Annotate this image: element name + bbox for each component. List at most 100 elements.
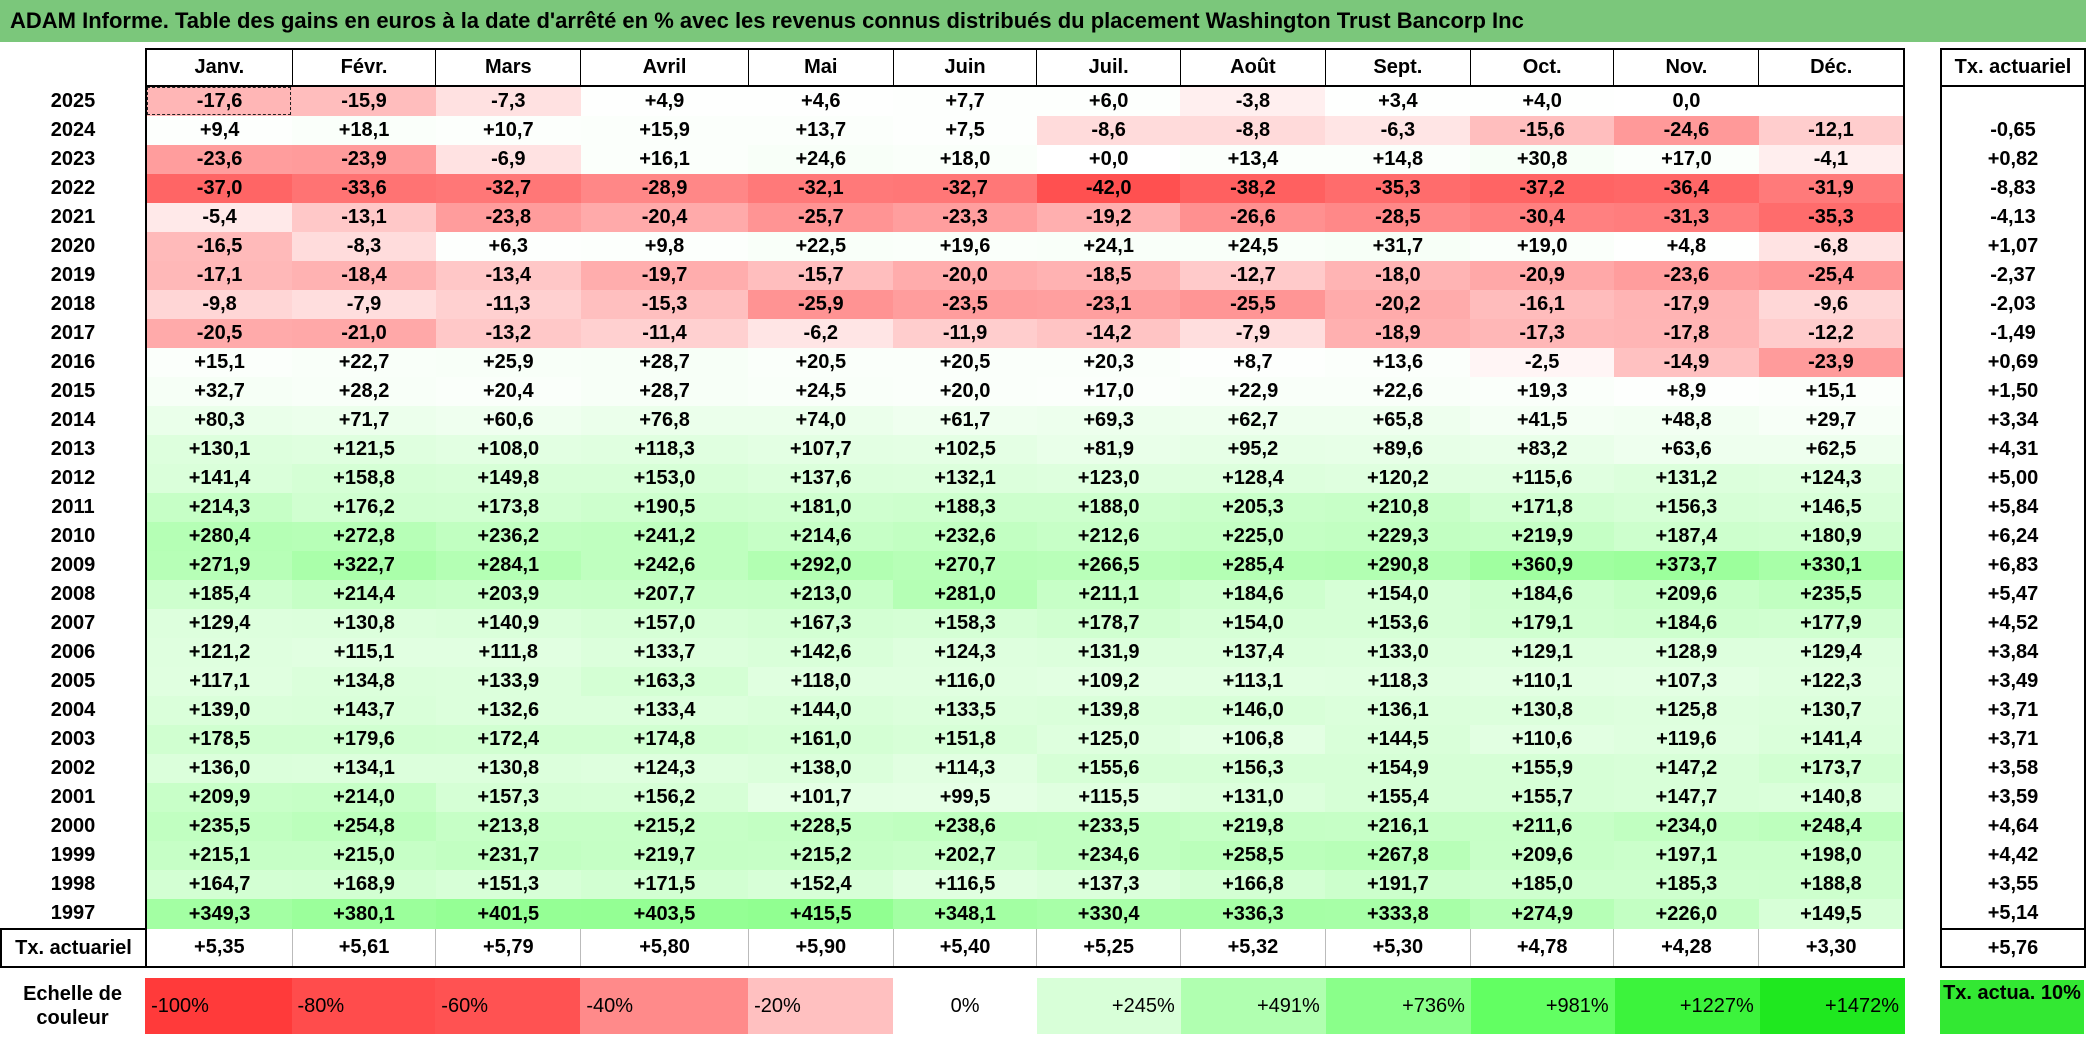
gain-cell: +101,7 [748, 783, 894, 812]
gain-cell: +109,2 [1036, 667, 1181, 696]
year-header-corner [1, 49, 146, 86]
gain-cell: +151,8 [893, 725, 1037, 754]
gain-cell: +137,6 [748, 464, 894, 493]
gain-cell: +132,6 [435, 696, 581, 725]
gain-cell: +336,3 [1180, 899, 1326, 929]
actuarial-rate-cell: +5,84 [1940, 493, 2086, 522]
gain-cell: +134,1 [292, 754, 436, 783]
gain-cell: +74,0 [748, 406, 894, 435]
gain-cell: +209,6 [1470, 841, 1614, 870]
gain-cell: +373,7 [1613, 551, 1759, 580]
year-label: 2002 [50, 757, 96, 779]
color-scale-swatch: +736% [1325, 978, 1471, 1034]
gain-cell: +118,0 [748, 667, 894, 696]
table-row: 2010 +280,4 +272,8 +236,2 +241,2 +214,6 +232,6… [1, 522, 1906, 551]
summary-row: Tx. actuariel +5,35 +5,61 +5,79 +5,80 +5,90 +5… [0, 928, 1906, 968]
table-row: 2009 +271,9 +322,7 +284,1 +242,6 +292,0 +270,7… [1, 551, 1906, 580]
gain-cell: +188,3 [893, 493, 1037, 522]
gain-cell: +28,2 [292, 377, 436, 406]
actuarial-row: +3,59 [1940, 783, 2086, 812]
gain-cell: +124,3 [1758, 464, 1906, 493]
gain-cell: +128,9 [1613, 638, 1759, 667]
gain-cell: +22,7 [292, 348, 436, 377]
gain-cell: +267,8 [1325, 841, 1471, 870]
actuarial-rate-cell: +6,24 [1940, 522, 2086, 551]
gain-cell: +115,6 [1470, 464, 1614, 493]
gain-cell: -5,4 [144, 203, 293, 232]
gain-cell: -9,6 [1758, 290, 1906, 319]
actuarial-row: +4,31 [1940, 435, 2086, 464]
gain-cell: -28,5 [1325, 203, 1471, 232]
gain-cell: +20,3 [1036, 348, 1181, 377]
gain-cell: +22,5 [748, 232, 894, 261]
color-scale-swatch: +491% [1180, 978, 1326, 1034]
gain-cell: +235,5 [144, 812, 293, 841]
gain-cell: +7,7 [893, 86, 1037, 116]
gain-cell: +236,2 [435, 522, 581, 551]
gain-cell: +158,8 [292, 464, 436, 493]
actuarial-rate-cell: +3,71 [1940, 725, 2086, 754]
gain-cell: +213,8 [435, 812, 581, 841]
gain-cell: +119,6 [1613, 725, 1759, 754]
gain-cell: +118,3 [1325, 667, 1471, 696]
gain-cell: -13,4 [435, 261, 581, 290]
year-label: 2025 [50, 89, 96, 112]
gain-cell: +149,8 [435, 464, 581, 493]
table-row: 2024 +9,4 +18,1 +10,7 +15,9 +13,7 +7,5 -8,6 -8,8… [1, 116, 1906, 145]
summary-rate-cell: +5,25 [1036, 929, 1181, 968]
gain-cell: +136,0 [144, 754, 293, 783]
actuarial-rate-cell: +3,84 [1940, 638, 2086, 667]
gain-cell: +248,4 [1758, 812, 1906, 841]
color-scale-swatch: -40% [580, 978, 749, 1034]
actuarial-row: -8,83 [1940, 174, 2086, 203]
year-label: 1998 [50, 873, 96, 895]
month-header: Août [1179, 48, 1326, 87]
gain-cell: +167,3 [748, 609, 894, 638]
gain-cell: -25,7 [748, 203, 894, 232]
actuarial-rate-cell: -1,49 [1940, 319, 2086, 348]
gain-cell: +131,9 [1036, 638, 1181, 667]
gain-cell: +136,1 [1325, 696, 1471, 725]
gain-cell: -7,9 [1180, 319, 1326, 348]
gain-cell: +141,4 [1758, 725, 1906, 754]
gain-cell: +214,6 [748, 522, 894, 551]
gain-cell: +147,7 [1613, 783, 1759, 812]
gain-cell: +207,7 [580, 580, 749, 609]
gain-cell: +272,8 [292, 522, 436, 551]
gain-cell: +228,5 [748, 812, 894, 841]
actuarial-rate-cell: +0,69 [1940, 348, 2086, 377]
gain-cell: -16,5 [144, 232, 293, 261]
month-header: Mars [435, 48, 581, 87]
gain-cell: +401,5 [435, 899, 581, 929]
gain-cell: -9,8 [144, 290, 293, 319]
gain-cell: +14,8 [1325, 145, 1471, 174]
gain-cell: -17,3 [1470, 319, 1614, 348]
gain-cell: +198,0 [1758, 841, 1906, 870]
gain-cell: +133,5 [893, 696, 1037, 725]
gain-cell: +89,6 [1325, 435, 1471, 464]
gain-cell: -23,6 [1613, 261, 1759, 290]
gain-cell: -42,0 [1036, 174, 1181, 203]
month-header: Juin [892, 48, 1037, 87]
gain-cell: -13,1 [292, 203, 436, 232]
gain-cell: +118,3 [580, 435, 749, 464]
gain-cell: +163,3 [580, 667, 749, 696]
gain-cell: +18,1 [292, 116, 436, 145]
gain-cell: +155,4 [1325, 783, 1471, 812]
gain-cell: +179,1 [1470, 609, 1614, 638]
gain-cell: +137,4 [1180, 638, 1326, 667]
gain-cell: +8,7 [1180, 348, 1326, 377]
gain-cell: +95,2 [1180, 435, 1326, 464]
month-header: Juil. [1036, 48, 1181, 87]
gain-cell: +140,9 [435, 609, 581, 638]
gain-cell: +215,0 [292, 841, 436, 870]
gain-cell: +71,7 [292, 406, 436, 435]
gain-cell: -12,2 [1758, 319, 1906, 348]
gain-cell: +254,8 [292, 812, 436, 841]
gain-cell: +187,4 [1613, 522, 1759, 551]
gain-cell: +129,1 [1470, 638, 1614, 667]
actuarial-row: +5,84 [1940, 493, 2086, 522]
gain-cell: +179,6 [292, 725, 436, 754]
gain-cell: +184,6 [1180, 580, 1326, 609]
color-scale-swatch: +1472% [1759, 978, 1905, 1034]
